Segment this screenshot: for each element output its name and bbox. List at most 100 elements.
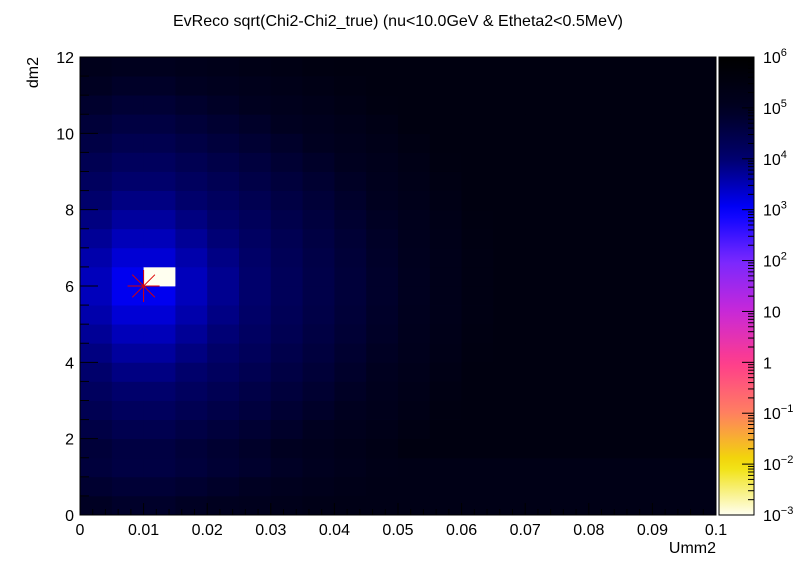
heatmap-cell <box>429 438 462 459</box>
heatmap-cell <box>588 305 621 325</box>
heatmap-cell <box>684 209 717 230</box>
heatmap-cell <box>557 305 590 325</box>
heatmap-cell <box>493 228 526 249</box>
heatmap-cell <box>620 362 653 382</box>
heatmap-cell <box>557 57 590 77</box>
heatmap-cell <box>175 114 208 134</box>
heatmap-cell <box>588 228 621 249</box>
z-tick-label: 10−3 <box>763 505 793 525</box>
heatmap-cell <box>175 305 208 325</box>
y-tick-label: 0 <box>65 508 74 525</box>
heatmap-cell <box>143 76 176 96</box>
heatmap-cell <box>334 209 367 230</box>
heatmap-cell <box>429 362 462 382</box>
heatmap-cell <box>80 152 113 172</box>
heatmap-cell <box>175 247 208 268</box>
heatmap-cell <box>398 247 431 268</box>
heatmap-cell <box>684 114 717 134</box>
heatmap-cell <box>652 438 685 459</box>
heatmap-cell <box>366 95 399 115</box>
heatmap-cell <box>111 381 144 401</box>
heatmap-cell <box>525 476 558 497</box>
heatmap-cell <box>588 171 621 191</box>
heatmap-cell <box>461 76 494 96</box>
heatmap-cell <box>334 57 367 77</box>
heatmap-cell <box>429 286 462 306</box>
heatmap-cell <box>652 209 685 230</box>
heatmap-cell <box>620 305 653 325</box>
heatmap-cell <box>398 209 431 230</box>
heatmap-cell <box>493 57 526 77</box>
heatmap-cell <box>525 324 558 344</box>
heatmap-cell <box>620 228 653 249</box>
heatmap-cell <box>493 324 526 344</box>
heatmap-cell <box>588 57 621 77</box>
heatmap-cell <box>525 495 558 516</box>
heatmap-cell <box>302 247 335 268</box>
heatmap-cell <box>366 495 399 516</box>
heatmap-cell <box>111 114 144 134</box>
heatmap-cell <box>143 209 176 230</box>
heatmap-cell <box>652 286 685 306</box>
heatmap-cell <box>334 190 367 211</box>
heatmap-cell <box>684 247 717 268</box>
heatmap-cell <box>334 286 367 306</box>
heatmap-cell <box>366 228 399 249</box>
heatmap-cell <box>525 362 558 382</box>
heatmap-cell <box>175 495 208 516</box>
z-tick-label: 102 <box>763 251 787 271</box>
heatmap-cell <box>652 305 685 325</box>
heatmap-cell <box>334 247 367 268</box>
heatmap-cell <box>175 95 208 115</box>
heatmap-cell <box>588 209 621 230</box>
heatmap-cell <box>652 95 685 115</box>
heatmap-cell <box>80 438 113 459</box>
heatmap-cell <box>302 57 335 77</box>
heatmap-cell <box>207 95 240 115</box>
heatmap-cell <box>652 57 685 77</box>
heatmap-cell <box>620 476 653 497</box>
heatmap-cell <box>684 381 717 401</box>
heatmap-cell <box>366 286 399 306</box>
heatmap-cell <box>493 495 526 516</box>
heatmap-cell <box>652 476 685 497</box>
heatmap-cell <box>429 57 462 77</box>
heatmap-cell <box>111 324 144 344</box>
heatmap-cell <box>334 305 367 325</box>
heatmap-cell <box>429 266 462 287</box>
heatmap-cell <box>80 305 113 325</box>
heatmap-cell <box>302 476 335 497</box>
heatmap-cell <box>302 114 335 134</box>
heatmap-cell <box>652 152 685 172</box>
heatmap-cell <box>111 152 144 172</box>
heatmap-cell <box>207 305 240 325</box>
heatmap-cell <box>111 286 144 306</box>
heatmap-cell <box>493 457 526 478</box>
heatmap-cell <box>461 209 494 230</box>
heatmap-cell <box>207 438 240 459</box>
heatmap-cell <box>207 152 240 172</box>
z-tick-label: 104 <box>763 149 787 169</box>
y-axis: 0 2 4 6 8 10 12 <box>56 50 98 525</box>
heatmap-cell <box>429 228 462 249</box>
heatmap-cell <box>270 171 303 191</box>
true-point-marker-stroke <box>131 274 156 298</box>
heatmap-cell <box>175 133 208 153</box>
heatmap-cell <box>398 228 431 249</box>
heatmap-cell <box>270 381 303 401</box>
heatmap-cell <box>175 171 208 191</box>
z-tick-label: 10−1 <box>763 403 793 423</box>
heatmap-cell <box>207 133 240 153</box>
heatmap-cell <box>270 362 303 382</box>
heatmap-cell <box>493 286 526 306</box>
heatmap-cell <box>207 381 240 401</box>
heatmap-cell <box>620 209 653 230</box>
heatmap-cell <box>80 190 113 211</box>
heatmap-cell <box>684 76 717 96</box>
heatmap-cell <box>143 362 176 382</box>
heatmap-cell <box>398 190 431 211</box>
heatmap-cell <box>111 171 144 191</box>
y-tick-label: 2 <box>65 432 74 449</box>
heatmap-cell <box>366 305 399 325</box>
heatmap-cell <box>493 133 526 153</box>
